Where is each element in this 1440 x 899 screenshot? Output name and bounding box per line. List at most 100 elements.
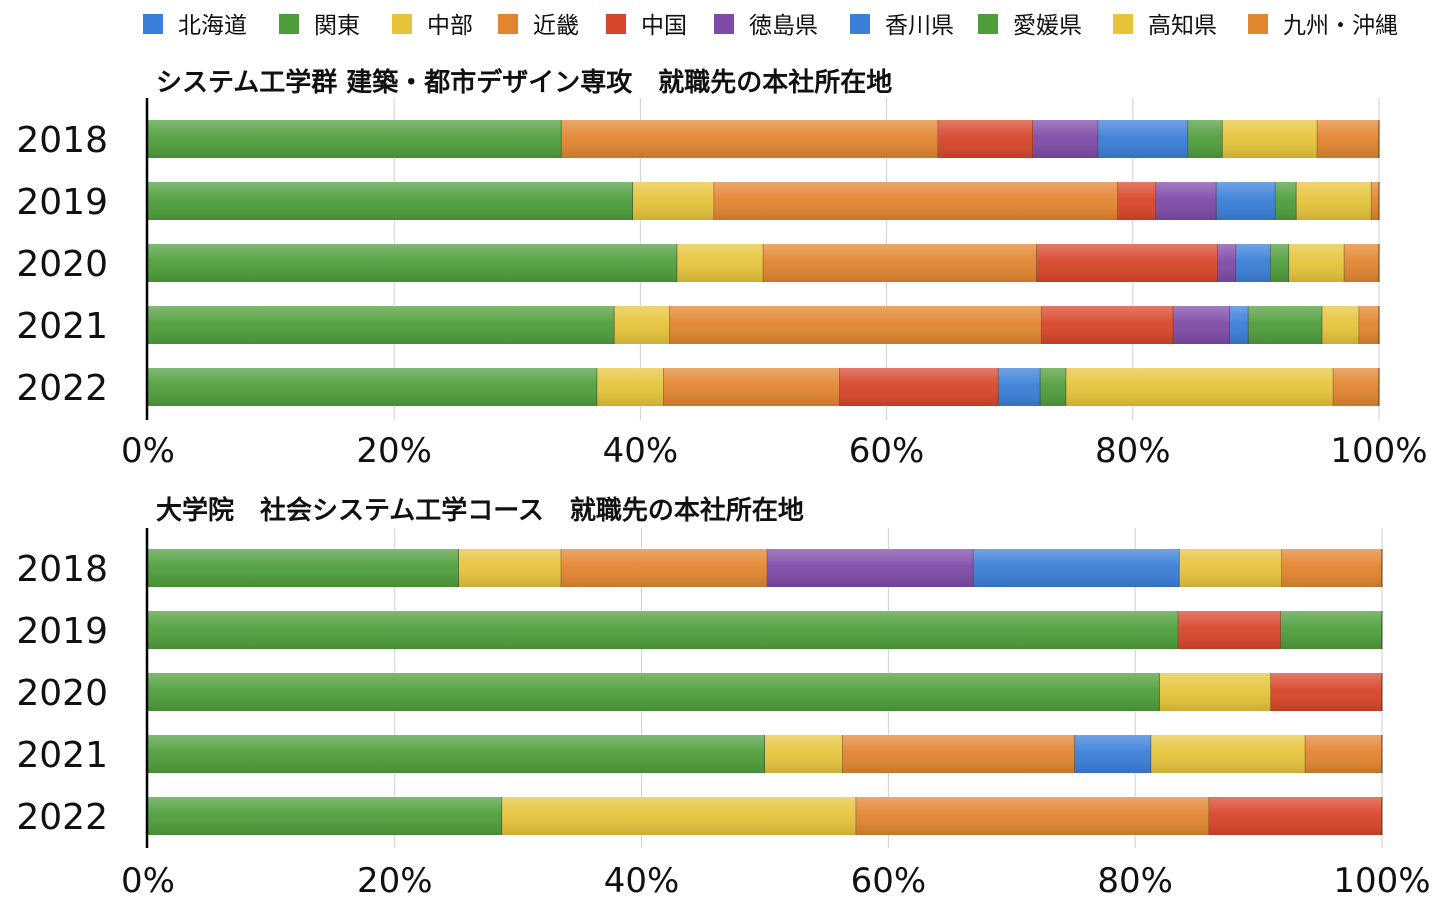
bar-segment-shade <box>765 735 843 773</box>
bar-segment <box>763 244 1037 282</box>
bar-segment <box>1282 549 1382 587</box>
bar-segment <box>561 120 939 158</box>
legend-label: 中国 <box>641 13 687 39</box>
bar-row-2022 <box>148 368 1380 406</box>
category-label: 2018 <box>16 120 108 161</box>
legend-swatch <box>143 14 163 34</box>
legend-swatch <box>498 14 518 34</box>
legend-label: 高知県 <box>1148 13 1217 39</box>
bar-segment-shade <box>502 797 857 835</box>
legend-item-8: 愛媛県 <box>978 13 1082 39</box>
bar-segment <box>1151 735 1306 773</box>
bar-segment-shade <box>1040 368 1067 406</box>
bar-segment-shade <box>1248 306 1323 344</box>
bar-segment-shade <box>561 120 939 158</box>
bar-segment <box>767 549 974 587</box>
bar-segment-shade <box>614 306 670 344</box>
bar-segment <box>1118 182 1157 220</box>
legend-swatch <box>978 14 998 34</box>
chart-1: 2018 2019 2020 2021 2022 0% 20% 40% 60% 80% 100% <box>16 98 1428 471</box>
category-label: 2019 <box>16 182 108 223</box>
bar-segment-shade <box>1036 244 1218 282</box>
legend-swatch <box>392 14 412 34</box>
legend-label: 北海道 <box>178 13 247 39</box>
legend-item-5: 中国 <box>606 13 687 39</box>
bar-segment <box>148 611 1179 649</box>
bar-segment-shade <box>1041 306 1174 344</box>
bar-segment <box>839 368 999 406</box>
bar-segment-shade <box>938 120 1034 158</box>
bar-segment <box>148 244 678 282</box>
bar-segment-shade <box>1230 306 1249 344</box>
legend-swatch <box>714 14 734 34</box>
x-tick-label: 40% <box>604 861 680 899</box>
legend-item-9: 高知県 <box>1113 13 1217 39</box>
bar-segment <box>597 368 664 406</box>
bar-segment <box>502 797 857 835</box>
category-label: 2022 <box>16 797 108 838</box>
category-label: 2022 <box>16 368 108 409</box>
bar-segment-shade <box>839 368 999 406</box>
x-tick-label: 20% <box>356 431 432 471</box>
bar-segment <box>856 797 1210 835</box>
bar-segment <box>1036 244 1218 282</box>
legend-swatch <box>606 14 626 34</box>
bar-segment-shade <box>1371 182 1379 220</box>
bar-segment-shade <box>1222 120 1318 158</box>
bar-segment-shade <box>1270 244 1290 282</box>
legend-item-3: 中部 <box>392 13 473 39</box>
bar-segment <box>973 549 1180 587</box>
legend-swatch <box>279 14 299 34</box>
bar-segment-shade <box>1333 368 1379 406</box>
legend-label: 香川県 <box>885 13 954 39</box>
bar-segment <box>1270 673 1382 711</box>
bar-segment-shade <box>1282 549 1382 587</box>
bar-segment-shade <box>1033 120 1099 158</box>
legend-item-6: 徳島県 <box>714 13 818 39</box>
bar-segment-shade <box>148 797 503 835</box>
bar-segment-shade <box>1074 735 1152 773</box>
bar-row-2018 <box>148 549 1383 587</box>
bar-row-2019 <box>148 182 1380 220</box>
legend-item-10: 九州・沖縄 <box>1248 13 1398 39</box>
x-tick-label: 80% <box>1095 431 1171 471</box>
bar-segment <box>1305 735 1382 773</box>
bar-segment <box>677 244 764 282</box>
bar-segment <box>1216 182 1276 220</box>
bar-segment-shade <box>597 368 664 406</box>
bar-segment-shade <box>148 673 1160 711</box>
legend-item-4: 近畿 <box>498 13 579 39</box>
bar-segment <box>1289 244 1345 282</box>
x-tick-label: 20% <box>357 861 433 899</box>
bar-segment-shade <box>1209 797 1382 835</box>
bar-segment-shade <box>856 797 1210 835</box>
bar-segment-shade <box>148 120 562 158</box>
bar-segment <box>669 306 1042 344</box>
chart-legend: 北海道 関東 中部 近畿 中国 徳島県 香川県 愛媛県 高知県 九州・沖縄 <box>0 0 1440 50</box>
bar-segment <box>1066 368 1334 406</box>
legend-label: 中部 <box>427 13 473 39</box>
bar-segment <box>1359 306 1379 344</box>
bar-segment-shade <box>1344 244 1379 282</box>
bar-row-2021 <box>148 306 1380 344</box>
bar-segment <box>1270 244 1290 282</box>
chart-2: 2018 2019 2020 2021 2022 0% 20% 40% 60% 80% 100% <box>16 528 1431 899</box>
bar-segment-shade <box>1236 244 1271 282</box>
category-label: 2019 <box>16 611 108 652</box>
bar-segment <box>1217 244 1237 282</box>
x-tick-label: 100% <box>1333 861 1430 899</box>
legend-label: 近畿 <box>533 13 579 39</box>
category-label: 2021 <box>16 306 108 347</box>
bar-segment <box>561 549 768 587</box>
bar-segment-shade <box>677 244 764 282</box>
bar-segment-shade <box>669 306 1042 344</box>
bar-segment <box>1371 182 1379 220</box>
bar-segment-shade <box>148 368 598 406</box>
bar-segment <box>1179 549 1283 587</box>
bar-segment-shade <box>1305 735 1382 773</box>
bar-segment <box>1280 611 1382 649</box>
bar-segment-shade <box>148 549 459 587</box>
legend-label: 関東 <box>314 13 360 39</box>
bar-segment-shade <box>458 549 562 587</box>
bar-segment-shade <box>1289 244 1345 282</box>
